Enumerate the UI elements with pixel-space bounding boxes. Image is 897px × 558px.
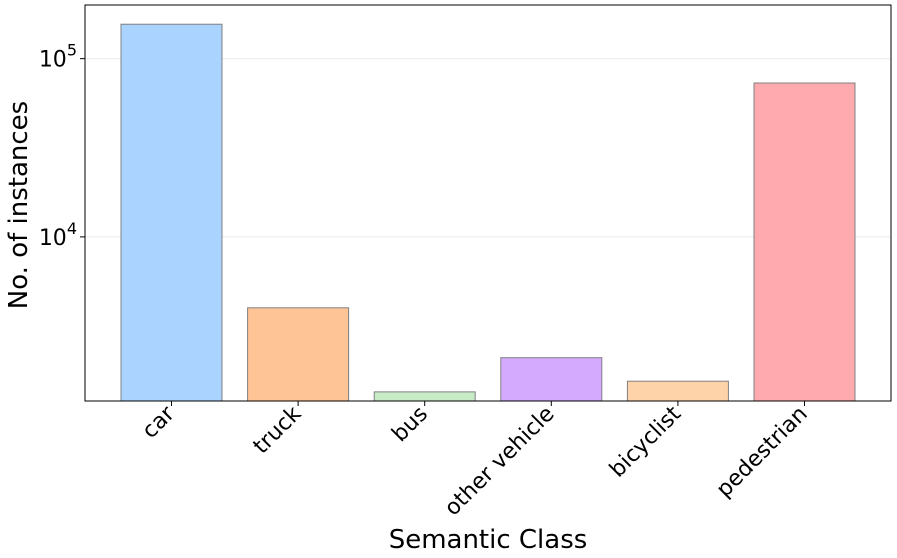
bar-pedestrian [753, 82, 856, 402]
bar-other-vehicle [500, 357, 603, 402]
bars [120, 23, 856, 402]
y-axis-title: No. of instances [4, 101, 34, 309]
x-tick-label: bicyclist [605, 401, 686, 482]
bar-car [120, 23, 223, 402]
x-tick-label: bus [387, 402, 433, 448]
y-tick-label: 104 [39, 219, 77, 251]
bar-bus [373, 391, 476, 402]
x-axis-title: Semantic Class [389, 525, 588, 555]
y-tick-label: 105 [39, 41, 77, 73]
bar-truck [247, 307, 350, 402]
x-tick-label: pedestrian [712, 402, 813, 503]
x-tick-label: car [138, 401, 181, 444]
plot-frame [84, 4, 892, 402]
x-tick-label: other vehicle [440, 402, 559, 521]
x-tick-label: truck [249, 401, 307, 459]
x-axis: car truck bus other vehicle bicyclist pedestr… [138, 401, 813, 521]
y-axis: 105 104 [39, 41, 85, 251]
bar-bicyclist [626, 380, 729, 402]
